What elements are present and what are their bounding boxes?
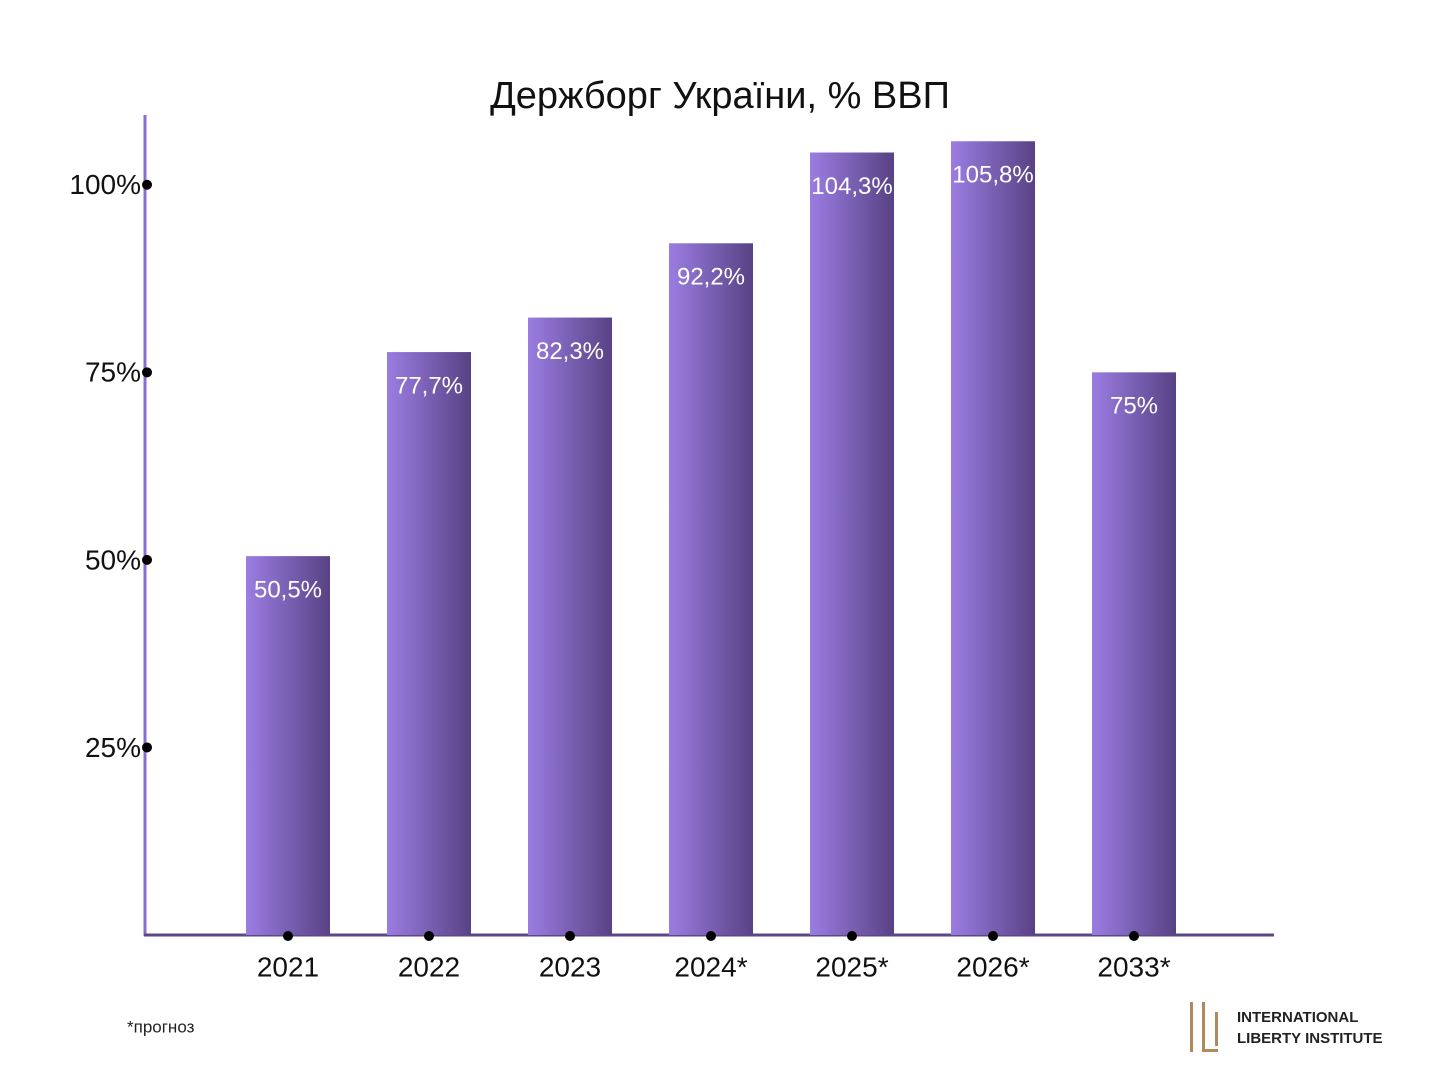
y-tick-label: 25% [85, 732, 141, 763]
value-label: 50,5% [254, 576, 322, 603]
logo: INTERNATIONAL LIBERTY INSTITUTE [1190, 1002, 1383, 1052]
x-tick-label: 2021 [257, 951, 319, 982]
x-tick-dot [565, 931, 575, 941]
bar [669, 243, 753, 935]
bar [387, 352, 471, 935]
logo-text: INTERNATIONAL [1237, 1009, 1358, 1026]
y-tick-dot [142, 742, 152, 753]
footnote: *прогноз [127, 1017, 195, 1036]
logo-text: LIBERTY INSTITUTE [1237, 1030, 1383, 1047]
logo-bar [1190, 1002, 1193, 1052]
x-tick-dot [988, 931, 998, 941]
value-label: 105,8% [952, 162, 1033, 189]
value-label: 82,3% [536, 338, 604, 365]
x-tick-label: 2023 [539, 951, 601, 982]
x-tick-dot [847, 931, 857, 941]
bar [1092, 372, 1176, 935]
logo-bar [1202, 1002, 1205, 1052]
value-label: 77,7% [395, 372, 463, 399]
bar [246, 556, 330, 935]
y-tick-label: 50% [85, 544, 141, 575]
value-label: 75% [1110, 393, 1158, 420]
logo-bar [1202, 1049, 1218, 1052]
x-tick-label: 2033* [1097, 951, 1170, 982]
x-tick-dot [283, 931, 293, 941]
logo-bar [1215, 1012, 1218, 1046]
bar [951, 141, 1035, 936]
value-label: 92,2% [677, 264, 745, 291]
y-tick-dot [142, 367, 152, 378]
x-tick-dot [706, 931, 716, 941]
y-tick-label: 75% [85, 357, 141, 388]
value-label: 104,3% [811, 173, 892, 200]
chart-title: Держборг України, % ВВП [490, 75, 950, 117]
x-tick-dot [1129, 931, 1139, 941]
x-tick-label: 2024* [674, 951, 747, 982]
bar [810, 152, 894, 936]
x-tick-label: 2025* [815, 951, 888, 982]
x-tick-label: 2026* [956, 951, 1029, 982]
x-tick-dot [424, 931, 434, 941]
y-tick-dot [142, 179, 152, 190]
y-tick-dot [142, 554, 152, 565]
x-tick-label: 2022 [398, 951, 460, 982]
y-tick-label: 100% [69, 169, 141, 200]
bar [528, 317, 612, 935]
